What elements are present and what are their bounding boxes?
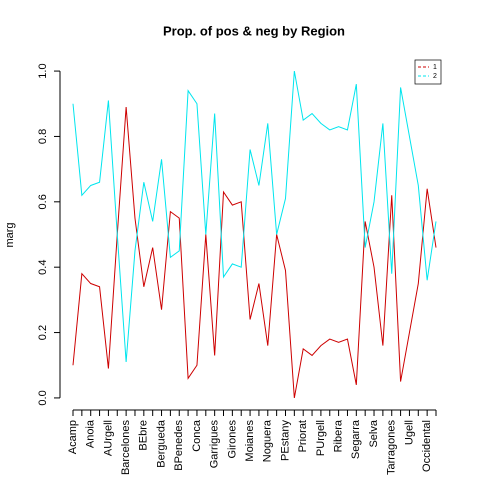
x-tick-label: PEstany xyxy=(279,420,291,461)
x-tick-label: Anoia xyxy=(85,419,97,448)
y-tick-label: 0.2 xyxy=(37,325,49,340)
series-line xyxy=(72,106,437,399)
x-tick-label: Moianes xyxy=(244,420,256,462)
x-tick-label: Tarragones xyxy=(386,420,398,476)
x-tick-label: Acamp xyxy=(67,420,79,454)
x-tick-label: Occidental xyxy=(421,420,433,472)
y-tick-label: 1.0 xyxy=(37,63,49,78)
x-tick-label: Segarra xyxy=(350,419,362,459)
y-tick-label: 0.6 xyxy=(37,194,49,209)
y-tick-label: 0.0 xyxy=(37,390,49,405)
legend-label: 2 xyxy=(433,73,437,80)
x-tick-label: Barcelones xyxy=(120,420,132,476)
x-tick-label: BEbre xyxy=(138,420,150,451)
x-tick-label: Noguera xyxy=(262,419,274,462)
y-tick-label: 0.8 xyxy=(37,129,49,144)
y-tick-label: 0.4 xyxy=(37,260,49,275)
legend-box xyxy=(414,59,442,85)
series-line xyxy=(72,70,437,363)
x-tick-label: AUrgell xyxy=(102,420,114,456)
chart-title: Prop. of pos & neg by Region xyxy=(163,23,345,38)
x-tick-label: Ribera xyxy=(333,419,345,452)
x-tick-label: Ugell xyxy=(403,420,415,445)
x-tick-label: Priorat xyxy=(297,420,309,452)
y-axis-label: marg xyxy=(4,222,16,247)
x-tick-label: Garrigues xyxy=(209,420,221,469)
x-tick-label: Bergueda xyxy=(155,419,167,468)
x-tick-label: BPenedes xyxy=(173,420,185,471)
legend-label: 1 xyxy=(433,64,437,71)
x-tick-label: Girones xyxy=(226,420,238,459)
x-tick-label: Conca xyxy=(191,419,203,452)
x-tick-label: PUrgell xyxy=(315,420,327,456)
x-tick-label: Selva xyxy=(368,419,380,447)
